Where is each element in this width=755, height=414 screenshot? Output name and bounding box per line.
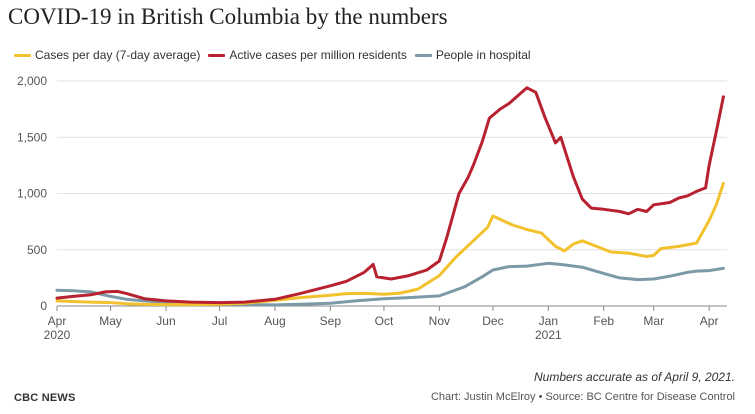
y-tick-label: 1,500 [17, 130, 47, 144]
y-tick-labels: 0 500 1,000 1,500 2,000 [17, 74, 47, 313]
x-tick-label: Jul [212, 314, 227, 328]
legend-swatch-active [208, 53, 226, 57]
x-tick-label: Mar [643, 314, 664, 328]
chart-credit: Chart: Justin McElroy • Source: BC Centr… [430, 391, 735, 403]
x-tick-label: Oct [375, 314, 394, 328]
series-line-active-cases [55, 86, 725, 305]
x-tick-label: Sep [320, 314, 342, 328]
x-tick-label: Feb [593, 314, 614, 328]
series-line-hospital [55, 261, 725, 307]
accuracy-note: Numbers accurate as of April 9, 2021. [534, 370, 735, 384]
x-tick-label: Apr [48, 314, 67, 328]
x-tick-label: Jan [539, 314, 558, 328]
chart-title: COVID-19 in British Columbia by the numb… [8, 4, 448, 29]
legend-label-cases: Cases per day (7-day average) [35, 48, 201, 62]
y-tick-label: 0 [40, 299, 47, 313]
legend-item-active: Active cases per million residents [208, 48, 407, 62]
x-tick-label: Aug [264, 314, 285, 328]
chart-legend: Cases per day (7-day average) Active cas… [14, 48, 539, 62]
y-tick-label: 500 [27, 243, 47, 257]
series-lines [55, 86, 725, 307]
x-tick-label: Nov [429, 314, 450, 328]
legend-item-hospital: People in hospital [414, 48, 531, 62]
series-line-cases [55, 181, 725, 307]
legend-item-cases: Cases per day (7-day average) [14, 48, 200, 62]
y-tick-label: 1,000 [17, 187, 47, 201]
y-tick-label: 2,000 [17, 74, 47, 88]
x-tick-year-label: 2020 [44, 328, 71, 342]
legend-label-hospital: People in hospital [435, 48, 531, 62]
x-tick-label: Jun [156, 314, 175, 328]
brand-logo: CBC NEWS [14, 392, 76, 404]
x-tick-label: Apr [700, 314, 719, 328]
x-tick-label: May [99, 314, 122, 328]
legend-swatch-cases [14, 53, 31, 57]
gridlines [56, 80, 727, 311]
x-tick-label: Dec [482, 314, 503, 328]
x-tick-year-label: 2021 [535, 328, 562, 342]
legend-swatch-hospital [414, 53, 432, 57]
legend-label-active: Active cases per million residents [229, 48, 407, 62]
